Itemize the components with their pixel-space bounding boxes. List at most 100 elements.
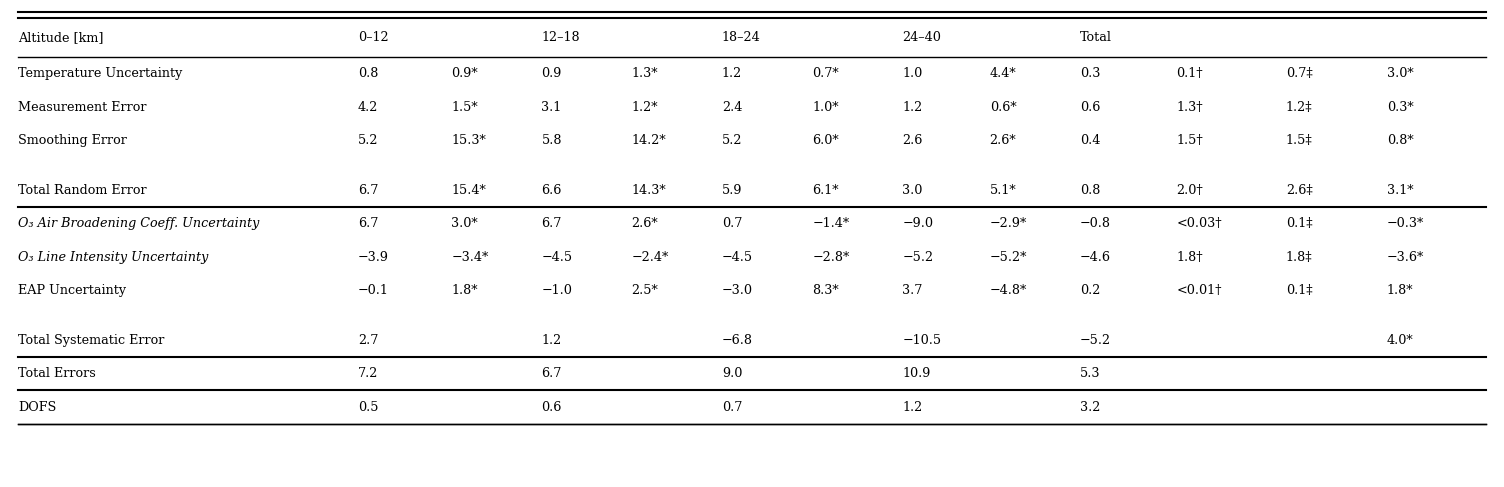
Text: 0.9: 0.9 bbox=[541, 67, 562, 80]
Text: −5.2: −5.2 bbox=[902, 250, 934, 263]
Text: 4.4*: 4.4* bbox=[990, 67, 1017, 80]
Text: 0.8: 0.8 bbox=[358, 67, 379, 80]
Text: 4.2: 4.2 bbox=[358, 100, 379, 113]
Text: 0.3*: 0.3* bbox=[1387, 100, 1414, 113]
Text: 1.2: 1.2 bbox=[902, 400, 922, 413]
Text: 15.4*: 15.4* bbox=[451, 184, 486, 197]
Text: 2.5*: 2.5* bbox=[632, 284, 659, 297]
Text: 0.7*: 0.7* bbox=[812, 67, 839, 80]
Text: 2.6: 2.6 bbox=[902, 134, 923, 147]
Text: 1.5‡: 1.5‡ bbox=[1286, 134, 1313, 147]
Text: −4.6: −4.6 bbox=[1080, 250, 1111, 263]
Text: 14.2*: 14.2* bbox=[632, 134, 666, 147]
Text: 12–18: 12–18 bbox=[541, 31, 581, 44]
Text: −5.2*: −5.2* bbox=[990, 250, 1027, 263]
Text: −2.9*: −2.9* bbox=[990, 217, 1027, 230]
Text: 1.2: 1.2 bbox=[722, 67, 741, 80]
Text: 24–40: 24–40 bbox=[902, 31, 942, 44]
Text: 3.0*: 3.0* bbox=[451, 217, 478, 230]
Text: 6.7: 6.7 bbox=[358, 184, 379, 197]
Text: −5.2: −5.2 bbox=[1080, 334, 1111, 347]
Text: 0.1‡: 0.1‡ bbox=[1286, 284, 1313, 297]
Text: 10.9: 10.9 bbox=[902, 367, 931, 380]
Text: 1.3†: 1.3† bbox=[1176, 100, 1203, 113]
Text: −0.8: −0.8 bbox=[1080, 217, 1111, 230]
Text: Temperature Uncertainty: Temperature Uncertainty bbox=[18, 67, 182, 80]
Text: 6.6: 6.6 bbox=[541, 184, 562, 197]
Text: 6.7: 6.7 bbox=[358, 217, 379, 230]
Text: 0.5: 0.5 bbox=[358, 400, 379, 413]
Text: 0.7: 0.7 bbox=[722, 217, 743, 230]
Text: 1.2*: 1.2* bbox=[632, 100, 659, 113]
Text: Total Random Error: Total Random Error bbox=[18, 184, 147, 197]
Text: 0.1‡: 0.1‡ bbox=[1286, 217, 1313, 230]
Text: 1.2: 1.2 bbox=[902, 100, 922, 113]
Text: 1.0*: 1.0* bbox=[812, 100, 839, 113]
Text: 3.0*: 3.0* bbox=[1387, 67, 1414, 80]
Text: 15.3*: 15.3* bbox=[451, 134, 486, 147]
Text: 1.5*: 1.5* bbox=[451, 100, 478, 113]
Text: 1.8†: 1.8† bbox=[1176, 250, 1203, 263]
Text: −2.4*: −2.4* bbox=[632, 250, 669, 263]
Text: <0.03†: <0.03† bbox=[1176, 217, 1221, 230]
Text: 18–24: 18–24 bbox=[722, 31, 761, 44]
Text: 5.2: 5.2 bbox=[722, 134, 743, 147]
Text: 6.0*: 6.0* bbox=[812, 134, 839, 147]
Text: 5.1*: 5.1* bbox=[990, 184, 1017, 197]
Text: 2.6*: 2.6* bbox=[990, 134, 1017, 147]
Text: 0.7: 0.7 bbox=[722, 400, 743, 413]
Text: −4.5: −4.5 bbox=[541, 250, 573, 263]
Text: 0.6*: 0.6* bbox=[990, 100, 1017, 113]
Text: 0.9*: 0.9* bbox=[451, 67, 478, 80]
Text: 7.2: 7.2 bbox=[358, 367, 379, 380]
Text: −3.4*: −3.4* bbox=[451, 250, 489, 263]
Text: −10.5: −10.5 bbox=[902, 334, 942, 347]
Text: −9.0: −9.0 bbox=[902, 217, 934, 230]
Text: 5.8: 5.8 bbox=[541, 134, 562, 147]
Text: −4.5: −4.5 bbox=[722, 250, 754, 263]
Text: 0.6: 0.6 bbox=[541, 400, 562, 413]
Text: 1.8‡: 1.8‡ bbox=[1286, 250, 1313, 263]
Text: 0.3: 0.3 bbox=[1080, 67, 1101, 80]
Text: 5.2: 5.2 bbox=[358, 134, 379, 147]
Text: O₃ Air Broadening Coeff. Uncertainty: O₃ Air Broadening Coeff. Uncertainty bbox=[18, 217, 259, 230]
Text: 0.4: 0.4 bbox=[1080, 134, 1101, 147]
Text: −6.8: −6.8 bbox=[722, 334, 754, 347]
Text: 2.4: 2.4 bbox=[722, 100, 743, 113]
Text: 1.3*: 1.3* bbox=[632, 67, 659, 80]
Text: 9.0: 9.0 bbox=[722, 367, 743, 380]
Text: −0.3*: −0.3* bbox=[1387, 217, 1424, 230]
Text: 1.2: 1.2 bbox=[541, 334, 561, 347]
Text: Altitude [km]: Altitude [km] bbox=[18, 31, 104, 44]
Text: 6.7: 6.7 bbox=[541, 367, 562, 380]
Text: −2.8*: −2.8* bbox=[812, 250, 850, 263]
Text: <0.01†: <0.01† bbox=[1176, 284, 1221, 297]
Text: 4.0*: 4.0* bbox=[1387, 334, 1414, 347]
Text: 14.3*: 14.3* bbox=[632, 184, 666, 197]
Text: DOFS: DOFS bbox=[18, 400, 56, 413]
Text: 6.7: 6.7 bbox=[541, 217, 562, 230]
Text: Total: Total bbox=[1080, 31, 1111, 44]
Text: EAP Uncertainty: EAP Uncertainty bbox=[18, 284, 126, 297]
Text: 2.6*: 2.6* bbox=[632, 217, 659, 230]
Text: −1.4*: −1.4* bbox=[812, 217, 850, 230]
Text: 5.3: 5.3 bbox=[1080, 367, 1101, 380]
Text: 2.6‡: 2.6‡ bbox=[1286, 184, 1313, 197]
Text: 0.1†: 0.1† bbox=[1176, 67, 1203, 80]
Text: 2.7: 2.7 bbox=[358, 334, 379, 347]
Text: −3.9: −3.9 bbox=[358, 250, 390, 263]
Text: 0.2: 0.2 bbox=[1080, 284, 1101, 297]
Text: 5.9: 5.9 bbox=[722, 184, 743, 197]
Text: 1.2‡: 1.2‡ bbox=[1286, 100, 1313, 113]
Text: 1.8*: 1.8* bbox=[1387, 284, 1414, 297]
Text: 0.7‡: 0.7‡ bbox=[1286, 67, 1313, 80]
Text: −1.0: −1.0 bbox=[541, 284, 573, 297]
Text: 8.3*: 8.3* bbox=[812, 284, 839, 297]
Text: 3.7: 3.7 bbox=[902, 284, 923, 297]
Text: Total Systematic Error: Total Systematic Error bbox=[18, 334, 164, 347]
Text: 3.1: 3.1 bbox=[541, 100, 561, 113]
Text: Total Errors: Total Errors bbox=[18, 367, 96, 380]
Text: −4.8*: −4.8* bbox=[990, 284, 1027, 297]
Text: O₃ Line Intensity Uncertainty: O₃ Line Intensity Uncertainty bbox=[18, 250, 209, 263]
Text: 1.8*: 1.8* bbox=[451, 284, 478, 297]
